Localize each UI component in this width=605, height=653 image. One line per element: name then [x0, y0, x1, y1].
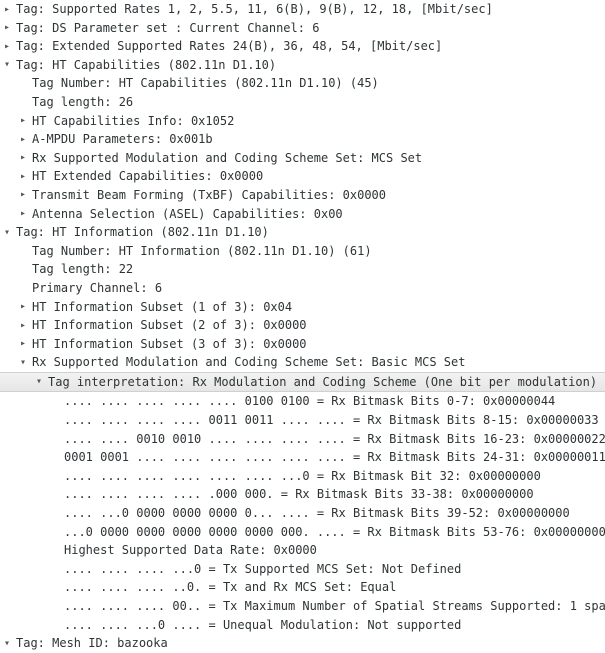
tree-row: .... .... .... .... .... .... ...0 = Rx …: [0, 467, 605, 486]
tree-row-label: ...0 0000 0000 0000 0000 0000 000. .... …: [64, 523, 605, 542]
tree-row[interactable]: ▸HT Information Subset (3 of 3): 0x0000: [0, 335, 605, 354]
tree-row-label: HT Capabilities Info: 0x1052: [32, 112, 234, 131]
tree-row: .... ...0 0000 0000 0000 0... .... = Rx …: [0, 504, 605, 523]
tree-row-label: Tag length: 26: [32, 93, 133, 112]
collapse-icon[interactable]: ▾: [34, 374, 44, 390]
tree-row: Tag length: 22: [0, 260, 605, 279]
tree-row[interactable]: ▸A-MPDU Parameters: 0x001b: [0, 130, 605, 149]
tree-row-label: .... .... .... ..0. = Tx and Rx MCS Set:…: [64, 578, 396, 597]
expand-icon[interactable]: ▸: [18, 336, 28, 352]
tree-row[interactable]: ▸HT Information Subset (2 of 3): 0x0000: [0, 316, 605, 335]
expand-icon[interactable]: ▸: [18, 113, 28, 129]
tree-row-label: Tag: HT Capabilities (802.11n D1.10): [16, 56, 276, 75]
tree-row-label: Tag Number: HT Capabilities (802.11n D1.…: [32, 74, 379, 93]
tree-row-label: Tag length: 22: [32, 260, 133, 279]
tree-row[interactable]: ▸Tag: DS Parameter set : Current Channel…: [0, 19, 605, 38]
tree-row-label: Transmit Beam Forming (TxBF) Capabilitie…: [32, 186, 386, 205]
tree-row: 0001 0001 .... .... .... .... .... .... …: [0, 448, 605, 467]
tree-row-label: .... .... .... ...0 = Tx Supported MCS S…: [64, 560, 461, 579]
tree-row[interactable]: ▸HT Extended Capabilities: 0x0000: [0, 167, 605, 186]
tree-row-label: Primary Channel: 6: [32, 279, 162, 298]
tree-row: .... .... .... 00.. = Tx Maximum Number …: [0, 597, 605, 616]
tree-row: .... .... .... .... .000 000. = Rx Bitma…: [0, 485, 605, 504]
tree-row[interactable]: ▸Rx Supported Modulation and Coding Sche…: [0, 149, 605, 168]
tree-row-label: .... .... ...0 .... = Unequal Modulation…: [64, 616, 461, 635]
collapse-icon[interactable]: ▾: [2, 57, 12, 73]
tree-row-label: Tag Number: HT Information (802.11n D1.1…: [32, 242, 372, 261]
tree-row[interactable]: ▾Tag: HT Capabilities (802.11n D1.10): [0, 56, 605, 75]
collapse-icon[interactable]: ▾: [18, 355, 28, 371]
tree-row: .... .... .... ...0 = Tx Supported MCS S…: [0, 560, 605, 579]
packet-tree: ▸Tag: Supported Rates 1, 2, 5.5, 11, 6(B…: [0, 0, 605, 653]
tree-row: .... .... .... .... .... 0100 0100 = Rx …: [0, 392, 605, 411]
tree-row-label: .... .... .... .... 0011 0011 .... .... …: [64, 411, 599, 430]
tree-row: Tag length: 26: [0, 93, 605, 112]
tree-row-label: Highest Supported Data Rate: 0x0000: [64, 541, 317, 560]
tree-row-label: Antenna Selection (ASEL) Capabilities: 0…: [32, 205, 343, 224]
expand-icon[interactable]: ▸: [2, 2, 12, 18]
tree-row[interactable]: ▸HT Information Subset (1 of 3): 0x04: [0, 298, 605, 317]
tree-row[interactable]: ▾Tag: HT Information (802.11n D1.10): [0, 223, 605, 242]
expand-icon[interactable]: ▸: [18, 150, 28, 166]
tree-row: ...0 0000 0000 0000 0000 0000 000. .... …: [0, 523, 605, 542]
tree-row-label: Tag: Mesh ID: bazooka: [16, 634, 168, 653]
tree-row[interactable]: ▾Tag interpretation: Rx Modulation and C…: [0, 372, 605, 393]
tree-row[interactable]: ▸Tag: Extended Supported Rates 24(B), 36…: [0, 37, 605, 56]
collapse-icon[interactable]: ▾: [2, 225, 12, 241]
tree-row-label: HT Extended Capabilities: 0x0000: [32, 167, 263, 186]
tree-row-label: HT Information Subset (3 of 3): 0x0000: [32, 335, 307, 354]
tree-row-label: .... ...0 0000 0000 0000 0... .... = Rx …: [64, 504, 570, 523]
tree-row-label: Rx Supported Modulation and Coding Schem…: [32, 149, 422, 168]
expand-icon[interactable]: ▸: [18, 169, 28, 185]
tree-row: .... .... .... ..0. = Tx and Rx MCS Set:…: [0, 578, 605, 597]
tree-row[interactable]: ▾Tag: Mesh ID: bazooka: [0, 634, 605, 653]
tree-row: Tag Number: HT Information (802.11n D1.1…: [0, 242, 605, 261]
expand-icon[interactable]: ▸: [2, 39, 12, 55]
expand-icon[interactable]: ▸: [18, 132, 28, 148]
tree-row-label: Tag: Extended Supported Rates 24(B), 36,…: [16, 37, 442, 56]
tree-row-label: HT Information Subset (1 of 3): 0x04: [32, 298, 292, 317]
tree-row-label: A-MPDU Parameters: 0x001b: [32, 130, 213, 149]
tree-row: .... .... .... .... 0011 0011 .... .... …: [0, 411, 605, 430]
tree-row[interactable]: ▸HT Capabilities Info: 0x1052: [0, 112, 605, 131]
tree-row: .... .... 0010 0010 .... .... .... .... …: [0, 430, 605, 449]
expand-icon[interactable]: ▸: [18, 206, 28, 222]
expand-icon[interactable]: ▸: [18, 187, 28, 203]
tree-row: Primary Channel: 6: [0, 279, 605, 298]
tree-row[interactable]: ▸Antenna Selection (ASEL) Capabilities: …: [0, 205, 605, 224]
expand-icon[interactable]: ▸: [18, 318, 28, 334]
tree-row-label: .... .... 0010 0010 .... .... .... .... …: [64, 430, 605, 449]
tree-row: Highest Supported Data Rate: 0x0000: [0, 541, 605, 560]
expand-icon[interactable]: ▸: [18, 299, 28, 315]
collapse-icon[interactable]: ▾: [2, 636, 12, 652]
tree-row-label: .... .... .... .... .... 0100 0100 = Rx …: [64, 392, 555, 411]
tree-row[interactable]: ▾Rx Supported Modulation and Coding Sche…: [0, 353, 605, 372]
tree-row[interactable]: ▸Tag: Supported Rates 1, 2, 5.5, 11, 6(B…: [0, 0, 605, 19]
tree-row-label: HT Information Subset (2 of 3): 0x0000: [32, 316, 307, 335]
tree-row[interactable]: ▸Transmit Beam Forming (TxBF) Capabiliti…: [0, 186, 605, 205]
tree-row-label: 0001 0001 .... .... .... .... .... .... …: [64, 448, 605, 467]
tree-row-label: Tag interpretation: Rx Modulation and Co…: [48, 373, 597, 392]
tree-row-label: .... .... .... 00.. = Tx Maximum Number …: [64, 597, 605, 616]
tree-row-label: .... .... .... .... .000 000. = Rx Bitma…: [64, 485, 534, 504]
tree-row: Tag Number: HT Capabilities (802.11n D1.…: [0, 74, 605, 93]
tree-row-label: Tag: HT Information (802.11n D1.10): [16, 223, 269, 242]
tree-row-label: Tag: Supported Rates 1, 2, 5.5, 11, 6(B)…: [16, 0, 493, 19]
expand-icon[interactable]: ▸: [2, 20, 12, 36]
tree-row: .... .... ...0 .... = Unequal Modulation…: [0, 616, 605, 635]
tree-row-label: .... .... .... .... .... .... ...0 = Rx …: [64, 467, 541, 486]
tree-row-label: Rx Supported Modulation and Coding Schem…: [32, 353, 465, 372]
tree-row-label: Tag: DS Parameter set : Current Channel:…: [16, 19, 319, 38]
